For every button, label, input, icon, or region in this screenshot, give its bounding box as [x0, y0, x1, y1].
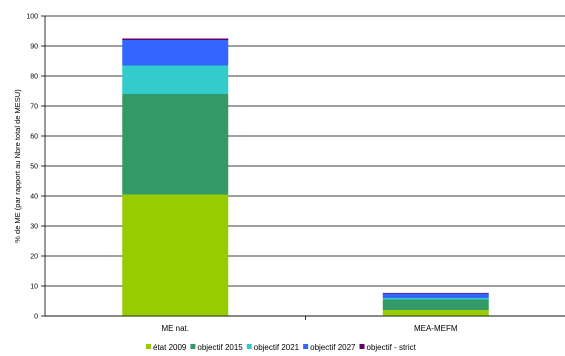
legend-swatch — [146, 344, 151, 349]
bars — [122, 38, 489, 316]
y-tick-label: 50 — [30, 164, 38, 171]
bar-segment-mea-mefm-3 — [382, 293, 489, 298]
legend-swatch — [303, 344, 309, 349]
x-category-label: ME nat. — [161, 324, 189, 333]
x-axis-labels: ME nat. MEA-MEFM — [161, 324, 457, 333]
bar-segment-me-nat--2 — [122, 65, 229, 94]
bar-segment-me-nat--1 — [122, 94, 229, 195]
legend-label: objectif 2015 — [197, 343, 243, 352]
legend-swatch — [190, 344, 196, 349]
y-tick-label: 100 — [26, 14, 38, 21]
legend-swatch — [246, 344, 252, 349]
bar-segment-me-nat--0 — [122, 194, 229, 316]
legend-swatch — [359, 344, 365, 349]
legend: état 2009 objectif 2015 objectif 2021 objec… — [146, 343, 417, 352]
bar-segment-mea-mefm-4 — [382, 292, 489, 294]
y-tick-label: 40 — [30, 194, 38, 201]
legend-label: objectif - strict — [367, 343, 417, 352]
y-tick-label: 80 — [30, 74, 38, 81]
y-tick-label: 70 — [30, 104, 38, 111]
y-tick-label: 0 — [34, 314, 38, 321]
axes — [44, 16, 565, 320]
y-tick-label: 90 — [30, 44, 38, 51]
y-axis-title: % de ME (par rapport au Nbre total de ME… — [13, 89, 22, 243]
y-axis-ticks: 0 10 20 30 40 50 60 70 80 90 100 — [26, 14, 45, 321]
legend-label: état 2009 — [153, 343, 187, 352]
legend-label: objectif 2021 — [254, 343, 300, 352]
bar-segment-mea-mefm-2 — [382, 298, 489, 300]
y-tick-label: 30 — [30, 224, 38, 231]
bar-segment-mea-mefm-1 — [382, 299, 489, 310]
y-tick-label: 60 — [30, 134, 38, 141]
y-tick-label: 20 — [30, 254, 38, 261]
legend-label: objectif 2027 — [310, 343, 356, 352]
bar-segment-me-nat--3 — [122, 40, 229, 66]
bar-segment-mea-mefm-0 — [382, 310, 489, 316]
bar-segment-me-nat--4 — [122, 38, 229, 40]
y-tick-label: 10 — [30, 284, 38, 291]
x-category-label: MEA-MEFM — [414, 324, 458, 333]
